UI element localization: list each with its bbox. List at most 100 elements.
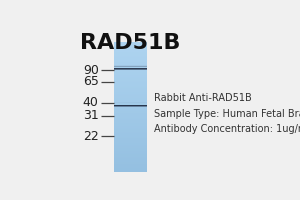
Bar [114,82,147,83]
Bar [114,77,147,78]
Bar [114,94,147,95]
Bar [114,160,147,161]
Bar [114,73,147,74]
Bar [114,120,147,121]
Bar [114,149,147,150]
Bar [114,163,147,164]
Bar [114,161,147,162]
Bar [114,130,147,131]
Bar [114,99,147,100]
Bar [114,81,147,82]
Bar [114,114,147,115]
Bar [114,85,147,86]
Bar [114,96,147,97]
Bar [114,147,147,148]
Text: 40: 40 [83,96,99,109]
Bar [114,146,147,147]
Bar [114,78,147,79]
Bar [114,164,147,165]
Bar [114,127,147,128]
Bar [114,144,147,145]
Bar [114,135,147,136]
Bar [114,87,147,88]
Bar [114,64,147,65]
Bar [114,141,147,142]
Bar [114,45,147,46]
Bar [114,53,147,54]
Bar [114,159,147,160]
Bar [114,101,147,102]
Text: 22: 22 [83,130,99,143]
Bar [114,68,147,69]
Text: Sample Type: Human Fetal Brain: Sample Type: Human Fetal Brain [154,109,300,119]
Bar [114,83,147,84]
Bar [114,88,147,89]
Bar [114,44,147,45]
Bar [114,67,147,68]
Bar [114,63,147,64]
Bar [114,80,147,81]
Bar [114,79,147,80]
Bar [114,168,147,169]
Bar [114,71,147,72]
Bar [114,133,147,134]
Bar [114,143,147,144]
Bar [114,155,147,156]
Bar [114,169,147,170]
Bar [114,134,147,135]
Bar [114,69,147,70]
Bar [114,65,147,66]
Text: Antibody Concentration: 1ug/mL: Antibody Concentration: 1ug/mL [154,124,300,134]
Bar [114,110,147,111]
Bar [114,74,147,75]
Bar [114,137,147,138]
Bar [114,165,147,166]
Bar [114,166,147,167]
Bar [114,50,147,51]
Bar [114,89,147,90]
Bar [114,152,147,153]
Bar [114,118,147,119]
Bar [114,47,147,48]
Bar [114,145,147,146]
Bar [114,128,147,129]
Bar [114,103,147,104]
Bar [114,106,147,107]
Bar [114,154,147,155]
Bar [114,153,147,154]
Bar [114,170,147,171]
Bar [114,48,147,49]
Bar [114,111,147,112]
Bar [114,131,147,132]
Bar [114,61,147,62]
Text: 90: 90 [83,64,99,77]
Text: Rabbit Anti-RAD51B: Rabbit Anti-RAD51B [154,93,251,103]
Bar [114,62,147,63]
Bar [114,92,147,93]
Bar [114,138,147,139]
Text: 65: 65 [83,75,99,88]
Bar [114,125,147,126]
Bar [114,102,147,103]
Bar [114,100,147,101]
Bar [114,84,147,85]
Bar [114,112,147,113]
Bar [114,126,147,127]
Bar [114,66,147,67]
Bar [114,59,147,60]
Bar [114,132,147,133]
Bar [114,117,147,118]
Bar [114,122,147,123]
Bar [114,116,147,117]
Bar [114,98,147,99]
Bar [114,171,147,172]
Bar [114,70,147,71]
Bar [114,60,147,61]
Bar [114,54,147,55]
Bar [114,115,147,116]
Bar [114,58,147,59]
Bar [114,140,147,141]
Text: RAD51B: RAD51B [80,33,181,53]
Text: 31: 31 [83,109,99,122]
Bar [114,119,147,120]
